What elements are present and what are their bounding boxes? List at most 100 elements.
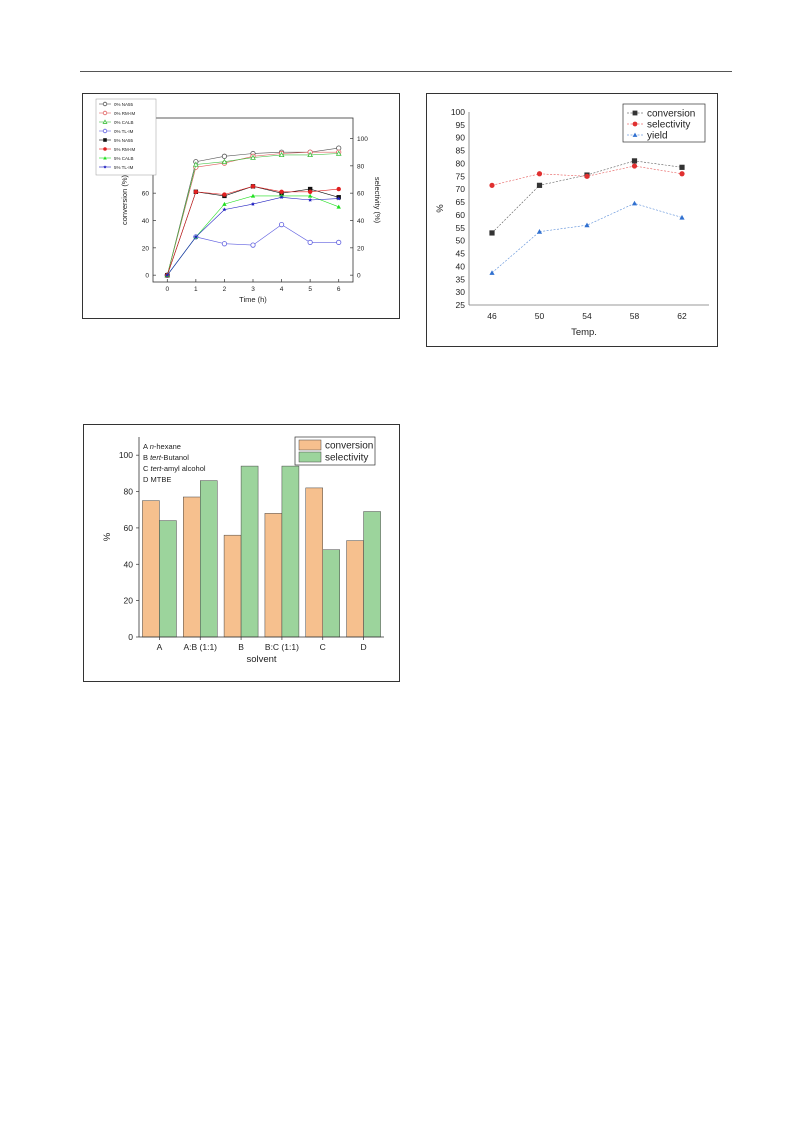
data-point <box>193 189 199 194</box>
data-point <box>278 222 285 228</box>
series-line-yield <box>491 203 683 274</box>
temperature-plot: 25 30 35 40 45 50 55 60 65 70 75 80 85 90 95 100 46 50 54 5… <box>435 103 709 338</box>
data-point <box>307 151 314 158</box>
y-tick-label: 35 <box>456 274 466 284</box>
data-point-conversion <box>536 182 543 188</box>
data-point <box>279 195 284 199</box>
data-point <box>279 189 284 194</box>
x-axis-label: solvent <box>246 654 276 665</box>
chart-temperature: 25 30 35 40 45 50 55 60 65 70 75 80 85 90 95 100 46 50 54 5… <box>426 93 718 347</box>
series-line-2 <box>167 153 339 276</box>
x-tick-label: A:B (1:1) <box>183 642 217 652</box>
legend-label: 0% NA55 <box>114 102 134 107</box>
y-tick-label: 30 <box>456 287 466 297</box>
series-line-3 <box>167 224 339 276</box>
legend-label: 5% NA55 <box>114 138 134 143</box>
legend-marker <box>102 110 108 116</box>
x-tick-label: 0 <box>165 286 169 293</box>
y-tick-label: 0 <box>128 632 133 642</box>
y-tick-label: 55 <box>456 223 466 233</box>
x-tick-label: 2 <box>223 286 227 293</box>
data-point-conversion <box>489 230 495 236</box>
data-point-selectivity <box>536 171 543 177</box>
y-tick-label: 40 <box>456 261 466 271</box>
series-line-1 <box>167 151 339 276</box>
y-tick-label: 100 <box>119 450 133 460</box>
data-point <box>222 201 227 206</box>
data-point <box>221 241 228 247</box>
series-line-conversion <box>491 160 683 234</box>
bar-conversion <box>223 534 242 638</box>
data-point <box>165 273 170 277</box>
bar-selectivity <box>240 465 259 638</box>
x-axis-label: Temp. <box>571 327 597 338</box>
y-tick-label: 40 <box>142 218 150 225</box>
x-tick-label: 50 <box>535 311 545 321</box>
x-tick-label: 46 <box>487 311 497 321</box>
data-point <box>336 196 341 201</box>
x-tick-label: D <box>361 642 367 652</box>
legend-marker <box>102 128 108 134</box>
y-tick-label: 80 <box>456 158 466 168</box>
solvent-note: A n-hexane <box>143 442 181 451</box>
data-point <box>222 192 227 197</box>
y-tick-label: 60 <box>142 191 150 198</box>
y-tick-label: 80 <box>124 487 134 497</box>
legend-label: 0% RM-IM <box>114 111 136 116</box>
bar-selectivity <box>281 465 300 638</box>
legend-label: 0% CALB <box>114 120 134 125</box>
y-tick-label: 60 <box>124 523 134 533</box>
x-tick-label: 58 <box>630 311 640 321</box>
legend-label: 5% CALB <box>114 156 134 161</box>
y-tick-label: 70 <box>456 184 466 194</box>
data-point <box>278 151 285 158</box>
legend-marker <box>103 138 107 142</box>
y-tick-label: 20 <box>142 245 150 252</box>
solvent-note: D MTBE <box>143 475 171 484</box>
y-tick-label: 75 <box>456 171 466 181</box>
data-point-yield <box>631 200 638 206</box>
x-tick-label: 62 <box>677 311 687 321</box>
data-point <box>250 201 256 206</box>
data-point-selectivity <box>584 173 590 179</box>
chart-time-course: 0204060801000204060801000123456Time (h)c… <box>82 93 400 319</box>
data-point <box>307 239 313 245</box>
data-point-selectivity <box>631 163 638 169</box>
y-tick-label: 100 <box>451 107 465 117</box>
y-tick-label: 0 <box>145 273 149 280</box>
legend-marker <box>103 165 107 169</box>
data-point-selectivity <box>679 171 685 177</box>
x-tick-label: B <box>238 642 244 652</box>
y-tick-label: 25 <box>456 300 466 310</box>
data-point-selectivity <box>489 182 495 188</box>
data-point-yield <box>679 214 685 220</box>
data-point <box>250 193 256 198</box>
data-point <box>336 186 341 192</box>
legend-marker <box>632 121 638 127</box>
bar-selectivity <box>159 520 177 638</box>
bar-selectivity <box>322 549 340 638</box>
y-axis-label: % <box>435 204 446 213</box>
y-tick-label: 45 <box>456 249 466 259</box>
legend-label: selectivity <box>325 453 368 464</box>
legend-marker <box>632 132 638 137</box>
y-tick-label: 85 <box>456 146 466 156</box>
legend-label: conversion <box>647 109 695 120</box>
y2-axis-label: selectivity (%) <box>373 177 382 224</box>
data-point-yield <box>536 229 543 234</box>
bar-conversion <box>264 513 283 638</box>
legend-marker <box>632 110 638 116</box>
y-tick-label: 20 <box>124 596 134 606</box>
plot-frame <box>152 117 354 283</box>
x-tick-label: 4 <box>280 286 284 293</box>
y2-tick-label: 0 <box>357 273 361 280</box>
data-point <box>308 197 313 202</box>
y2-tick-label: 80 <box>357 163 365 170</box>
y-tick-label: 95 <box>456 120 466 130</box>
data-point <box>250 184 256 189</box>
data-point <box>307 189 313 194</box>
legend-label: 5% TL-IM <box>114 165 134 170</box>
bar-conversion <box>142 500 160 638</box>
data-point <box>336 204 341 209</box>
y-tick-label: 65 <box>456 197 466 207</box>
